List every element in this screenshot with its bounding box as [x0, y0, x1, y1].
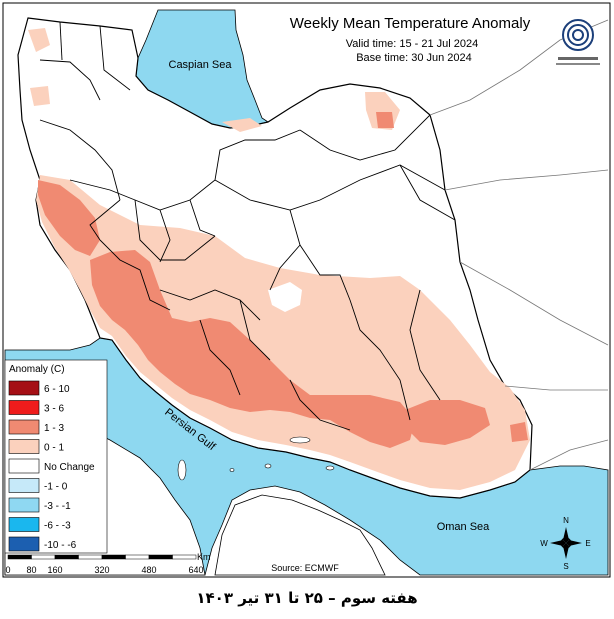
legend-swatch: [8, 478, 40, 493]
scale-tick-label: 640: [188, 565, 203, 575]
no-change-central: [268, 282, 302, 312]
scale-bar: Km 0 80 160 320 480 640: [5, 552, 210, 575]
legend-label: -3 - -1: [44, 501, 71, 512]
legend-label: -1 - 0: [44, 482, 68, 493]
legend-swatch: [8, 517, 40, 532]
legend-swatch: [8, 439, 40, 454]
scale-segment: [7, 554, 32, 560]
neighbor-borders: [429, 19, 609, 471]
legend: Anomaly (C) 6 - 10 3 - 6 1 - 3 0 - 1 No Chan…: [4, 359, 108, 554]
compass-s: S: [563, 562, 568, 571]
source-label: Source: ECMWF: [271, 563, 339, 573]
scale-segment: [54, 554, 79, 560]
compass-rose: N S E W: [540, 516, 590, 571]
scale-tick-label: 320: [94, 565, 109, 575]
legend-swatch: [8, 380, 40, 396]
organization-logo: [556, 19, 600, 65]
legend-swatch: [8, 536, 40, 552]
anomaly-0-1-north-3: [222, 118, 262, 132]
legend-swatch: [8, 497, 40, 513]
anomaly-1-3-north-spot: [376, 112, 394, 128]
legend-title: Anomaly (C): [9, 364, 65, 375]
scale-unit: Km: [197, 552, 211, 562]
scale-segment: [78, 554, 103, 560]
gulf-islands: [177, 436, 335, 481]
anomaly-1-3-southwest: [90, 250, 415, 448]
anomaly-1-3-east-spot: [510, 422, 528, 442]
legend-label: -10 - -6: [44, 540, 77, 551]
anomaly-0-1-north-2: [30, 86, 50, 106]
caspian-sea-label: Caspian Sea: [169, 59, 233, 71]
scale-tick-label: 160: [47, 565, 62, 575]
legend-swatch: [8, 400, 40, 415]
scale-segment: [172, 554, 197, 560]
compass-n: N: [563, 516, 569, 525]
scale-segment: [31, 554, 56, 560]
scale-segment: [101, 554, 126, 560]
scale-tick-label: 480: [141, 565, 156, 575]
legend-label: 0 - 1: [44, 443, 64, 454]
legend-label: 6 - 10: [44, 384, 70, 395]
valid-time: Valid time: 15 - 21 Jul 2024: [346, 38, 478, 50]
legend-label: -6 - -3: [44, 521, 71, 532]
footer-caption: هفته سوم – ۲۵ تا ۳۱ تیر ۱۴۰۳: [196, 589, 417, 607]
legend-label: 1 - 3: [44, 423, 64, 434]
scale-segment: [148, 554, 173, 560]
base-time: Base time: 30 Jun 2024: [356, 52, 472, 64]
scale-tick-label: 80: [26, 565, 36, 575]
anomaly-1-3-southeast: [405, 400, 490, 445]
scale-tick-label: 0: [5, 565, 10, 575]
anomaly-0-1-north-1: [28, 28, 50, 52]
oman-sea-label: Oman Sea: [437, 521, 490, 533]
compass-w: W: [540, 539, 548, 548]
legend-label: No Change: [44, 462, 95, 473]
compass-e: E: [585, 539, 590, 548]
legend-swatch: [8, 458, 40, 474]
uae-oman-land: [214, 494, 386, 576]
map-title: Weekly Mean Temperature Anomaly: [290, 15, 531, 32]
legend-swatch: [8, 419, 40, 435]
scale-segment: [125, 554, 150, 560]
province-boundaries: [39, 21, 456, 431]
anomaly-1-3-west: [38, 180, 100, 256]
legend-label: 3 - 6: [44, 404, 64, 415]
